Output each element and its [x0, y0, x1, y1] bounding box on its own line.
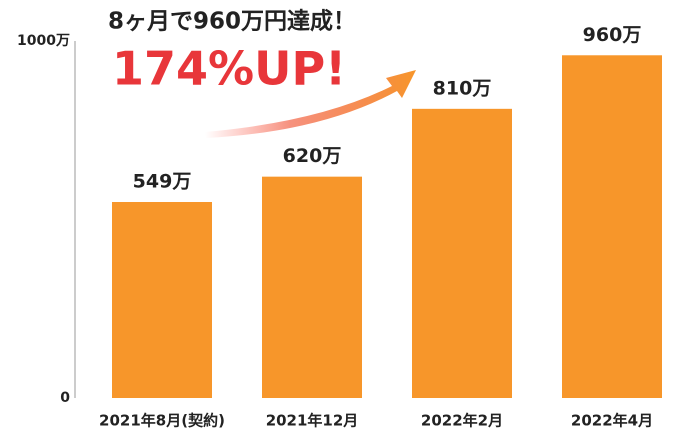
y-tick-label: 1000万: [17, 33, 70, 49]
value-label: 960万: [583, 24, 642, 46]
x-tick-label: 2021年12月: [266, 412, 359, 430]
x-tick-label: 2022年4月: [571, 412, 653, 430]
value-label: 810万: [433, 77, 492, 99]
bar: [412, 108, 512, 398]
value-label: 549万: [133, 171, 192, 193]
x-tick-label: 2022年2月: [421, 412, 503, 430]
bar: [112, 202, 212, 398]
value-label: 620万: [283, 145, 342, 167]
arrow: [205, 70, 416, 138]
y-tick-label: 0: [60, 390, 70, 406]
bar: [562, 55, 662, 398]
title: 8ヶ月で960万円達成！: [108, 8, 356, 35]
bar: [262, 176, 362, 398]
annotation: 174%UP!: [112, 42, 346, 96]
x-tick-label: 2021年8月(契約): [99, 412, 225, 430]
